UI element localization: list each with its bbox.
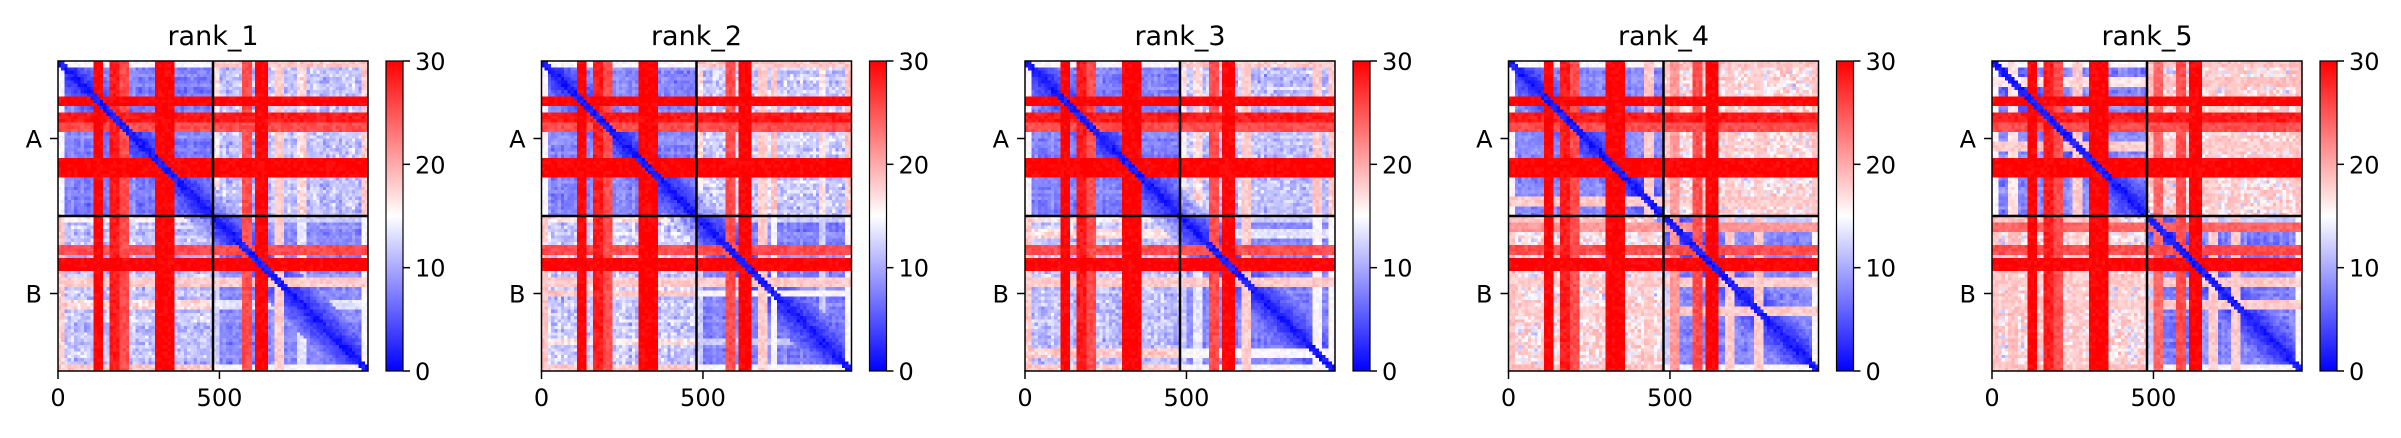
axes-frame <box>1991 60 2303 372</box>
y-tick-label: B <box>1476 281 1492 309</box>
x-tick-label: 500 <box>2131 384 2177 412</box>
y-tick-label: B <box>993 281 1009 309</box>
x-tick-label: 0 <box>50 384 65 412</box>
heatmap-panel-2: rank_2 0 500 A B 0 10 20 30 <box>509 21 929 412</box>
colorbar: 0 10 20 30 <box>385 48 446 386</box>
panel-title: rank_1 <box>167 21 258 52</box>
colorbar-tick-label: 30 <box>899 48 930 76</box>
colorbar-tick-label: 10 <box>415 255 446 283</box>
x-tick-label: 500 <box>1647 384 1693 412</box>
colorbar-tick-label: 30 <box>2349 48 2380 76</box>
y-tick-label: A <box>509 126 526 154</box>
y-tick-label: B <box>1960 281 1976 309</box>
x-tick-label: 500 <box>680 384 726 412</box>
x-tick-label: 500 <box>197 384 243 412</box>
x-tick-label: 0 <box>1017 384 1032 412</box>
colorbar-tick-label: 20 <box>2349 151 2380 179</box>
heatmap-panel-3: rank_3 0 500 A B 0 10 20 30 <box>993 21 1413 412</box>
y-tick-label: A <box>1960 126 1977 154</box>
axes-frame <box>57 60 369 372</box>
x-tick-label: 0 <box>1984 384 1999 412</box>
colorbar-gradient <box>1835 60 1855 372</box>
colorbar-tick-label: 0 <box>899 358 914 386</box>
y-tick-label: B <box>509 281 525 309</box>
colorbar: 0 10 20 30 <box>868 48 930 386</box>
heatmap-panel-1: rank_1 0 500 A B 0 10 20 30 <box>26 21 446 412</box>
colorbar-gradient <box>385 60 404 372</box>
y-tick-label: A <box>993 126 1010 154</box>
colorbar-gradient <box>868 60 888 372</box>
axes-frame <box>1507 60 1820 372</box>
panel-title: rank_4 <box>1618 21 1709 52</box>
colorbar-tick-label: 0 <box>1382 358 1397 386</box>
x-tick-label: 0 <box>534 384 549 412</box>
y-tick-label: B <box>26 281 42 309</box>
panel-title: rank_3 <box>1134 21 1225 52</box>
colorbar: 0 10 20 30 <box>1352 48 1413 386</box>
x-tick-label: 0 <box>1501 384 1516 412</box>
colorbar-tick-label: 10 <box>1382 255 1413 283</box>
colorbar-tick-label: 0 <box>415 358 430 386</box>
y-tick-label: A <box>1476 126 1493 154</box>
axes-frame <box>540 60 853 372</box>
colorbar-tick-label: 20 <box>415 151 446 179</box>
colorbar-tick-label: 10 <box>2349 255 2380 283</box>
y-tick-label: A <box>26 126 43 154</box>
panel-title: rank_5 <box>2101 21 2192 52</box>
colorbar-tick-label: 30 <box>415 48 446 76</box>
colorbar-tick-label: 0 <box>1866 358 1881 386</box>
colorbar-gradient <box>1352 60 1371 372</box>
colorbar-tick-label: 30 <box>1866 48 1897 76</box>
colorbar: 0 10 20 30 <box>1835 48 1897 386</box>
axes-frame <box>1024 60 1336 372</box>
colorbar-tick-label: 20 <box>1382 151 1413 179</box>
colorbar-tick-label: 0 <box>2349 358 2364 386</box>
colorbar-tick-label: 20 <box>899 151 930 179</box>
colorbar-tick-label: 10 <box>1866 255 1897 283</box>
x-tick-label: 500 <box>1164 384 1210 412</box>
colorbar-gradient <box>2319 60 2338 372</box>
colorbar-tick-label: 10 <box>899 255 930 283</box>
colorbar-tick-label: 30 <box>1382 48 1413 76</box>
colorbar: 0 10 20 30 <box>2319 48 2380 386</box>
panel-title: rank_2 <box>651 21 742 52</box>
heatmap-panel-4: rank_4 0 500 A B 0 10 20 30 <box>1476 21 1896 412</box>
colorbar-tick-label: 20 <box>1866 151 1897 179</box>
heatmap-panel-5: rank_5 0 500 A B 0 10 20 30 <box>1960 21 2380 412</box>
